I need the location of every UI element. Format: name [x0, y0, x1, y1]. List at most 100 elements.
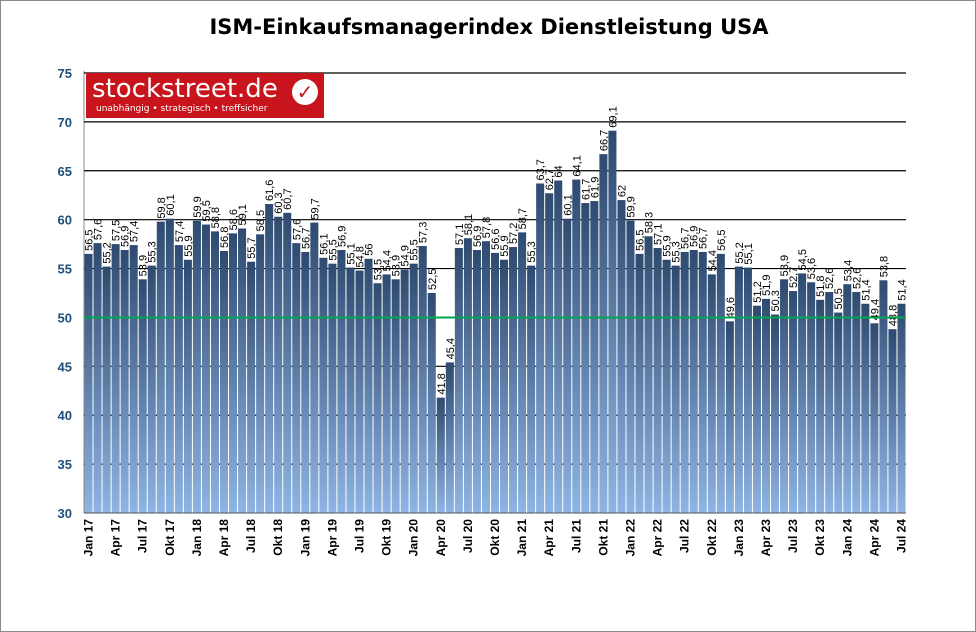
data-label: 51,4	[860, 279, 872, 300]
data-label: 56,9	[689, 226, 701, 247]
data-label: 57,3	[418, 222, 430, 243]
data-label: 54,9	[400, 245, 412, 266]
data-label: 51,9	[761, 274, 773, 295]
bar	[84, 253, 93, 513]
x-tick-label: Apr 23	[759, 519, 773, 557]
x-tick-label: Jan 20	[407, 519, 421, 557]
data-label: 56,9	[120, 226, 132, 247]
y-tick-label: 45	[58, 359, 72, 374]
bar	[219, 250, 229, 513]
bar	[707, 274, 716, 513]
bar	[644, 236, 653, 514]
bar	[283, 212, 292, 514]
data-label: 58,7	[517, 208, 529, 229]
data-label: 56,5	[84, 229, 96, 250]
data-label: 55,9	[499, 235, 511, 256]
data-label: 55,9	[183, 235, 195, 256]
data-label: 60,3	[273, 192, 285, 213]
data-label: 49,6	[725, 297, 737, 318]
data-label: 56,1	[318, 233, 330, 254]
data-label: 57,4	[129, 221, 141, 242]
y-tick-label: 65	[58, 164, 72, 179]
data-label: 55,3	[526, 241, 538, 262]
x-tick-label: Jul 20	[461, 519, 475, 553]
bar	[238, 228, 247, 513]
data-label: 50,5	[833, 288, 845, 309]
data-label: 56,7	[300, 228, 312, 249]
data-label: 56,9	[336, 226, 348, 247]
x-tick-label: Jan 24	[840, 519, 854, 557]
data-label: 55,1	[345, 243, 357, 264]
x-tick-label: Okt 19	[380, 519, 394, 556]
bar	[129, 245, 138, 514]
bar	[247, 261, 256, 513]
x-tick-label: Okt 20	[488, 519, 502, 556]
bar	[102, 266, 111, 513]
logo-tagline: unabhängig • strategisch • treffsicher	[96, 104, 268, 114]
x-tick-label: Jul 23	[786, 519, 800, 553]
bar	[93, 243, 102, 513]
x-tick-label: Apr 20	[434, 519, 448, 557]
data-label: 58,8	[210, 207, 222, 228]
x-tick-label: Jul 17	[136, 519, 150, 553]
bar	[771, 314, 780, 513]
bar	[174, 245, 183, 514]
data-label: 64	[553, 165, 565, 177]
y-tick-label: 50	[58, 310, 72, 325]
data-label: 56,7	[680, 228, 692, 249]
data-label: 62,7	[544, 169, 556, 190]
x-tick-label: Jan 17	[82, 519, 96, 557]
bar	[292, 243, 301, 513]
data-label: 58,1	[463, 214, 475, 235]
checkmark-icon: ✓	[292, 79, 318, 105]
chart-title: ISM-Einkaufsmanagerindex Dienstleistung …	[209, 15, 769, 39]
x-tick-label: Jan 21	[515, 519, 529, 557]
bar	[680, 251, 689, 513]
data-label: 55,5	[409, 239, 421, 260]
data-label: 60,7	[282, 188, 294, 209]
bar	[147, 265, 156, 513]
data-label: 57,1	[454, 224, 466, 245]
x-tick-label: Apr 19	[325, 519, 339, 557]
x-tick-label: Jul 24	[894, 519, 908, 553]
data-label: 55,5	[327, 239, 339, 260]
x-tick-label: Jan 19	[298, 519, 312, 557]
bar	[716, 253, 725, 513]
x-tick-label: Apr 18	[217, 519, 231, 557]
data-label: 51,4	[896, 279, 908, 300]
bar	[364, 258, 373, 513]
data-label: 55,3	[671, 241, 683, 262]
y-tick-label: 40	[58, 408, 72, 423]
bar	[165, 218, 174, 513]
x-tick-label: Okt 23	[813, 519, 827, 556]
bar	[156, 221, 165, 513]
bar	[256, 234, 265, 514]
stockstreet-logo: stockstreet.de unabhängig • strategisch …	[86, 73, 324, 118]
data-label: 62	[616, 185, 628, 197]
bar	[418, 246, 427, 514]
bar	[337, 249, 346, 513]
bar	[789, 291, 798, 513]
data-label: 59,7	[309, 198, 321, 219]
bar	[527, 265, 536, 513]
data-label: 61,9	[589, 177, 601, 198]
data-label: 57,6	[291, 219, 303, 240]
x-tick-label: Apr 22	[651, 519, 665, 557]
bar	[445, 362, 454, 513]
data-label: 50,3	[770, 290, 782, 311]
data-label: 53,9	[391, 255, 403, 276]
x-tick-label: Okt 22	[705, 519, 719, 556]
data-label: 66,7	[598, 130, 610, 151]
bar	[210, 231, 219, 513]
bar	[653, 248, 662, 513]
data-label: 59,9	[625, 196, 637, 217]
data-label: 55,3	[147, 241, 159, 262]
x-tick-label: Jul 21	[569, 519, 583, 553]
x-tick-label: Jul 22	[678, 519, 692, 553]
bar	[581, 203, 590, 514]
x-tick-label: Apr 24	[867, 519, 881, 557]
bar	[897, 303, 906, 513]
data-label: 55,2	[102, 242, 114, 263]
